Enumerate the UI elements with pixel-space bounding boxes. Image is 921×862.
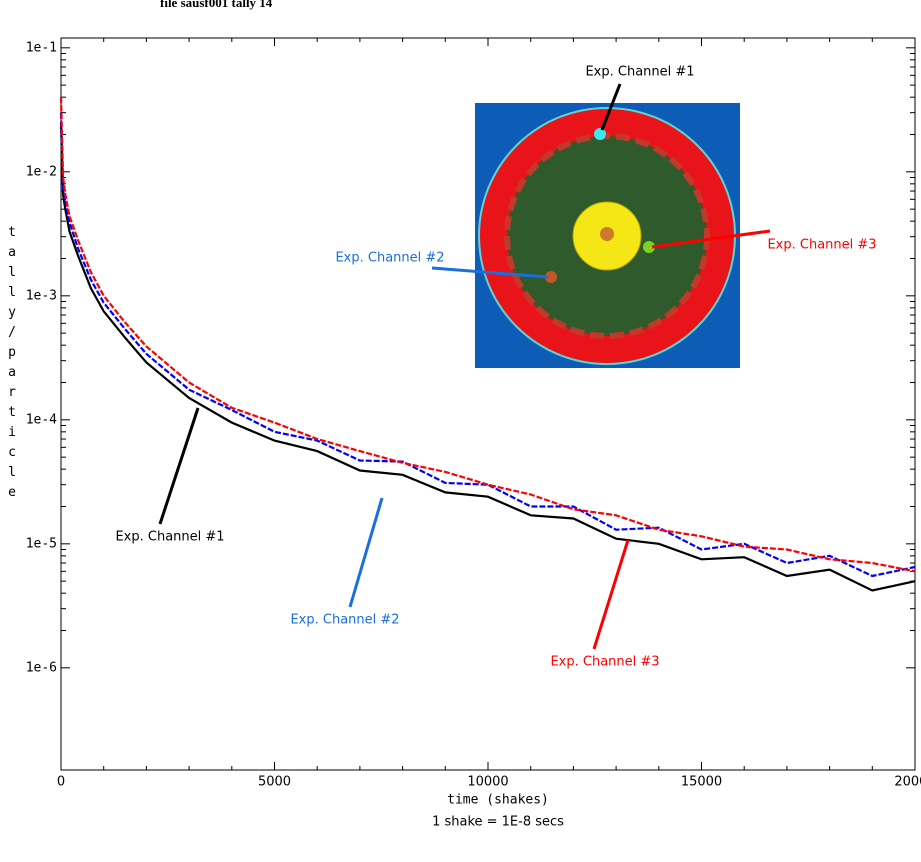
- annotation-leader: [651, 229, 771, 249]
- x-tick-label: 10000: [467, 775, 508, 790]
- x-axis-label: time (shakes): [447, 793, 549, 808]
- x-axis-note: 1 shake = 1E-8 secs: [432, 815, 564, 830]
- annotation-leader: [600, 83, 622, 131]
- y-tick-label: 1e-1: [26, 40, 57, 55]
- channel-1-marker: [594, 128, 606, 140]
- center-pin: [600, 227, 614, 241]
- annotation: Exp. Channel #3: [550, 655, 659, 670]
- series-line: [59, 97, 916, 573]
- x-tick-label: 5000: [258, 775, 291, 790]
- annotation-leader: [158, 407, 200, 525]
- annotation: Exp. Channel #2: [335, 251, 444, 266]
- y-tick-label: 1e-6: [26, 660, 57, 675]
- y-axis-label-text: t a l l y / p a r t i c l e: [8, 225, 16, 500]
- annotation-leader: [431, 266, 549, 279]
- annotation: Exp. Channel #1: [115, 530, 224, 545]
- annotation: Exp. Channel #1: [585, 65, 694, 80]
- channel-3-marker: [643, 241, 655, 253]
- x-tick-label: 15000: [681, 775, 722, 790]
- y-tick-label: 1e-2: [26, 164, 57, 179]
- annotation: Exp. Channel #2: [290, 613, 399, 628]
- annotation: Exp. Channel #3: [767, 238, 876, 253]
- chart-title: file sausf001 tally 14: [160, 0, 273, 10]
- series-line: [59, 112, 916, 578]
- series-line: [59, 122, 916, 592]
- annotation-leader: [348, 497, 384, 608]
- y-tick-label: 1e-5: [26, 536, 57, 551]
- core-inset: [475, 103, 740, 368]
- channel-2-marker: [545, 271, 557, 283]
- annotation-leader: [592, 539, 630, 650]
- x-tick-label: 20000: [894, 775, 921, 790]
- x-tick-label: 0: [57, 775, 65, 790]
- y-tick-label: 1e-4: [26, 412, 57, 427]
- y-axis-label: t a l l y / p a r t i c l e: [8, 225, 16, 500]
- y-tick-label: 1e-3: [26, 288, 57, 303]
